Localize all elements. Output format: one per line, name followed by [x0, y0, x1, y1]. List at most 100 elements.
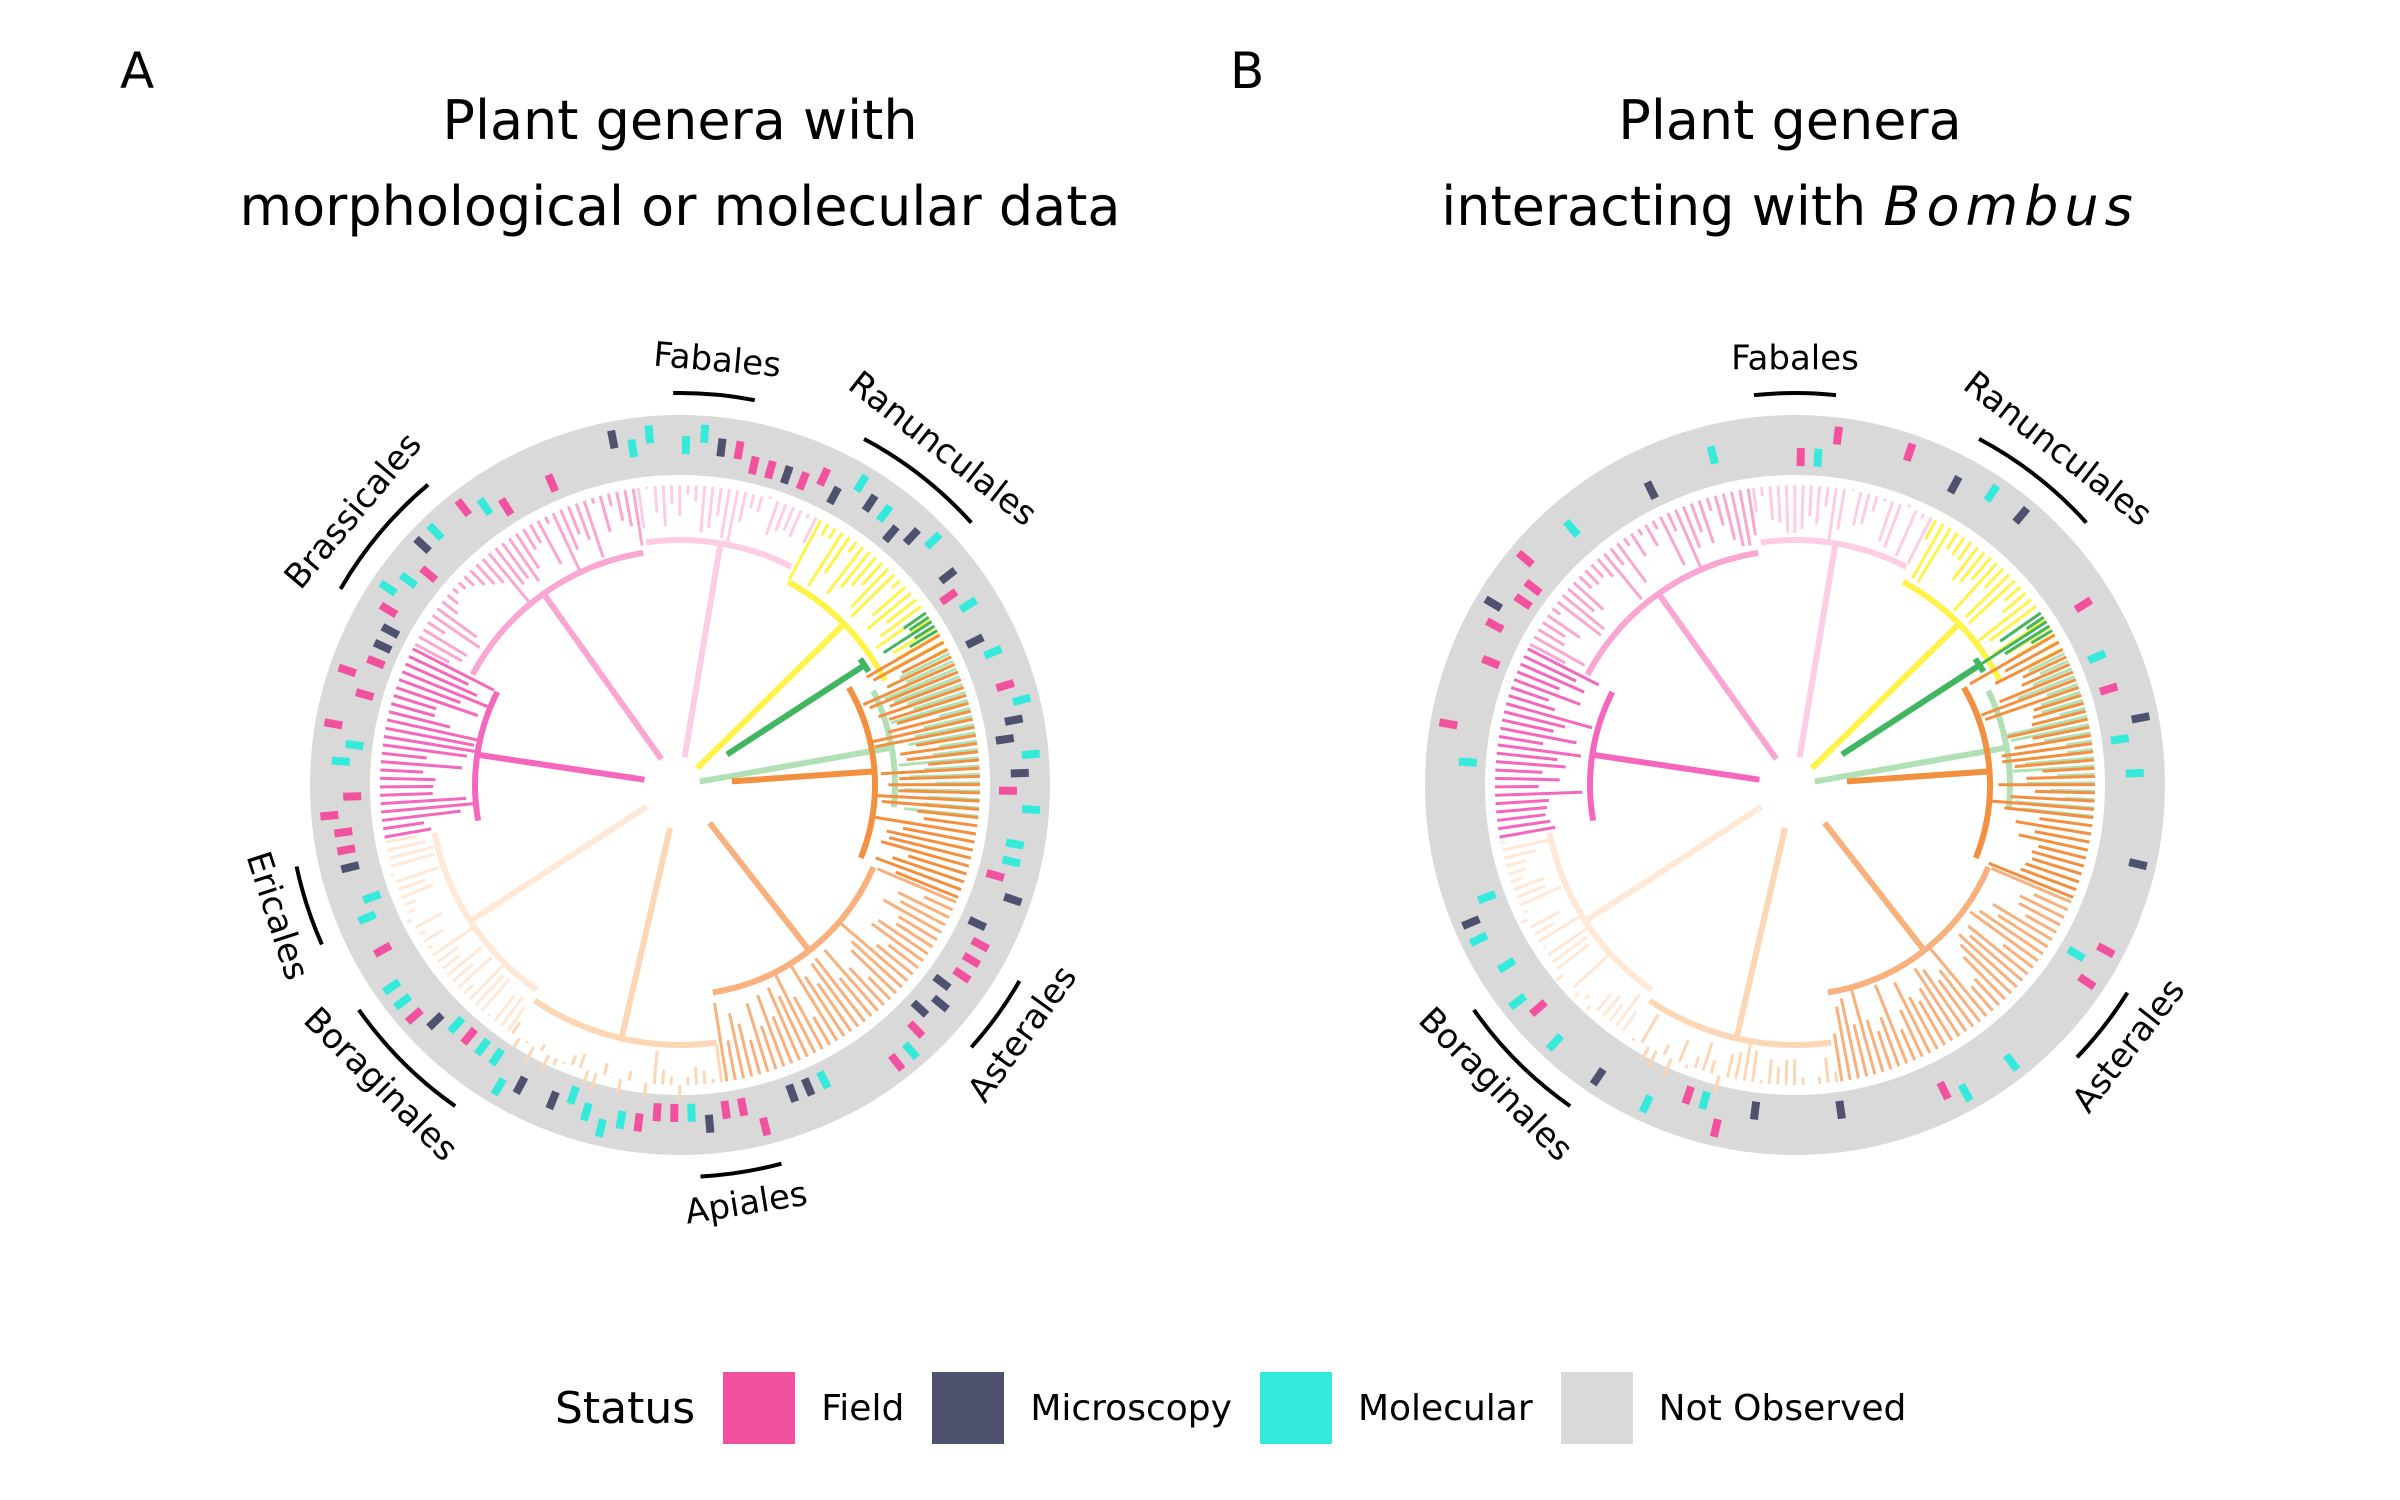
order-label-group: Apiales: [682, 1161, 810, 1233]
clade: [636, 484, 818, 758]
status-mark: [2012, 505, 2031, 525]
tip-branch: [901, 648, 949, 675]
tip-branch: [2042, 766, 2095, 773]
tip-branch: [909, 618, 932, 635]
status-mark: [1010, 768, 1029, 778]
status-mark: [1003, 892, 1023, 907]
status-mark: [995, 734, 1015, 745]
tip-branch: [1495, 776, 1560, 782]
status-mark: [512, 1075, 529, 1096]
panel-b-title-line2: interacting with Bombus: [1441, 175, 2139, 238]
tip-branch: [2066, 747, 2094, 755]
tip-branch: [1937, 979, 1975, 1028]
tip-branch: [875, 943, 914, 976]
clade: [695, 519, 948, 771]
tip-branch: [1973, 977, 2001, 1007]
tip-branch: [500, 995, 525, 1027]
tip-branch: [1519, 662, 1585, 694]
tip-branch: [838, 977, 873, 1018]
status-mark: [983, 644, 1003, 660]
tip-branch: [1817, 1076, 1822, 1085]
status-mark: [1458, 757, 1478, 767]
order-arc: [338, 483, 430, 591]
status-mark: [1513, 593, 1533, 610]
status-mark: [1001, 855, 1021, 868]
tip-branch: [380, 776, 436, 782]
tip-branch: [1542, 621, 1566, 639]
status-mark: [366, 655, 386, 670]
status-mark: [644, 425, 655, 444]
status-mark: [579, 1102, 593, 1122]
clade-stem: [1591, 751, 1760, 783]
status-mark: [419, 565, 439, 584]
tip-branch: [1585, 1003, 1593, 1011]
tip-branch: [906, 750, 979, 762]
tip-branch: [381, 809, 461, 822]
tip-branch: [895, 922, 934, 949]
tip-branch: [1767, 1059, 1773, 1085]
tip-branch: [1520, 918, 1528, 925]
legend-title: Status: [555, 1382, 696, 1434]
tip-branch: [847, 541, 858, 554]
tip-branch: [1950, 536, 1966, 556]
tip-branch: [839, 551, 871, 589]
status-mark: [1638, 1094, 1654, 1114]
status-mark: [1515, 549, 1535, 568]
status-mark: [876, 503, 894, 524]
tip-branch: [1609, 547, 1625, 566]
status-mark: [336, 844, 356, 856]
clade: [707, 820, 957, 1082]
tip-branch: [908, 773, 980, 779]
tip-branch: [726, 490, 740, 543]
status-mark: [1021, 749, 1040, 760]
tip-branch: [474, 974, 505, 1006]
tip-branch: [1529, 642, 1567, 665]
tip-branch: [388, 845, 434, 860]
tip-branch: [1495, 768, 1543, 774]
status-ring: [1425, 415, 2165, 1155]
tip-branch: [441, 600, 459, 615]
tip-branch: [1916, 527, 1952, 583]
status-mark: [354, 688, 375, 701]
status-mark: [357, 910, 377, 926]
tip-branch: [616, 1078, 623, 1094]
status-mark: [1483, 595, 1504, 612]
tip-branch: [1924, 519, 1938, 541]
status-mark: [1005, 838, 1025, 850]
status-mark: [902, 527, 921, 546]
tip-branch: [1988, 861, 2074, 899]
status-mark: [816, 467, 832, 487]
tip-branch: [1992, 618, 2047, 656]
status-mark: [1021, 804, 1041, 815]
tip-branch: [2044, 731, 2091, 743]
status-mark: [733, 440, 745, 460]
tip-branch: [706, 486, 715, 529]
status-mark: [1481, 655, 1501, 670]
tip-branch: [1495, 790, 1583, 797]
tip-branch: [544, 516, 551, 525]
tip-branch: [388, 710, 451, 729]
tip-branch: [1674, 509, 1703, 569]
tip-branch: [501, 542, 530, 580]
tip-branch: [1983, 567, 2005, 589]
tip-branch: [2014, 758, 2095, 769]
tip-branch: [507, 537, 541, 583]
status-marks: [1438, 426, 2151, 1138]
tip-branch: [875, 856, 962, 892]
tip-branch: [805, 513, 811, 519]
tip-branch: [2038, 844, 2087, 860]
tip-branch: [812, 1016, 832, 1046]
status-mark: [1438, 718, 1458, 730]
status-mark: [1528, 999, 1548, 1017]
tip-branch: [1899, 1028, 1917, 1061]
status-mark: [861, 493, 879, 513]
status-mark: [1508, 993, 1528, 1011]
tip-branch: [1978, 909, 2044, 956]
tip-branch: [902, 826, 975, 844]
tip-branch: [788, 509, 803, 538]
order-label: Fabales: [1731, 339, 1859, 379]
tip-branch: [1513, 678, 1581, 706]
tip-branch: [728, 1013, 745, 1079]
tip-branch: [2003, 585, 2022, 602]
tip-branch: [2033, 893, 2069, 912]
